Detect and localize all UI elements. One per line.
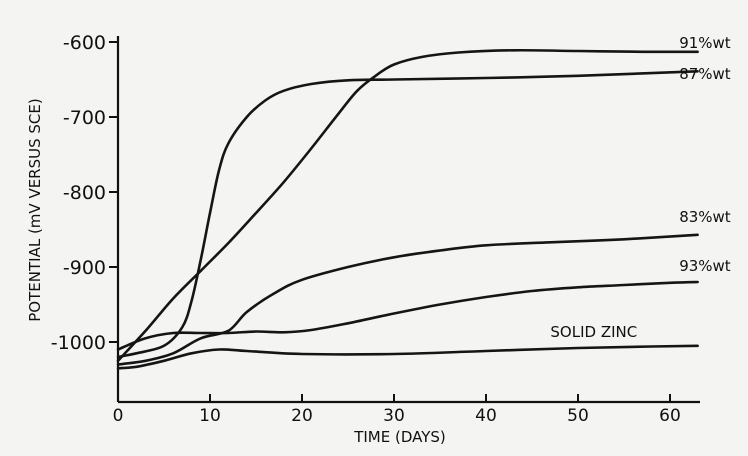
series-label-87pct-wt: 87%wt <box>679 65 731 83</box>
x-tick-label: 30 <box>383 406 405 426</box>
ticks: -600 -700 -800 -900 -1000 0 10 20 30 40 50 60 <box>51 32 681 426</box>
x-tick-label: 10 <box>199 406 221 426</box>
series-line-87pct-wt <box>116 70 699 359</box>
y-axis-title: POTENTIAL (mV VERSUS SCE) <box>26 98 44 321</box>
labels: 91%wt 87%wt 83%wt 93%wt SOLID ZINC <box>550 34 730 341</box>
curves <box>116 48 699 370</box>
y-tick-label: -600 <box>63 32 106 54</box>
series-line-solid-zinc <box>116 344 699 370</box>
x-tick-label: 0 <box>113 406 124 426</box>
x-tick-label: 50 <box>567 406 589 426</box>
y-tick-label: -900 <box>63 257 106 279</box>
series-line-91pct-wt <box>116 48 699 363</box>
y-tick-label: -1000 <box>51 332 106 354</box>
y-tick-label: -700 <box>63 107 106 129</box>
series-label-solid-zinc: SOLID ZINC <box>550 323 637 341</box>
series-line-93pct-wt <box>116 280 699 351</box>
series-line-83pct-wt <box>116 233 699 366</box>
series-label-93pct-wt: 93%wt <box>679 257 731 275</box>
x-axis-title: TIME (DAYS) <box>353 428 446 446</box>
series-label-83pct-wt: 83%wt <box>679 208 731 226</box>
y-tick-label: -800 <box>63 182 106 204</box>
x-tick-label: 60 <box>659 406 681 426</box>
x-tick-label: 40 <box>475 406 497 426</box>
x-tick-label: 20 <box>291 406 313 426</box>
series-label-91pct-wt: 91%wt <box>679 34 731 52</box>
